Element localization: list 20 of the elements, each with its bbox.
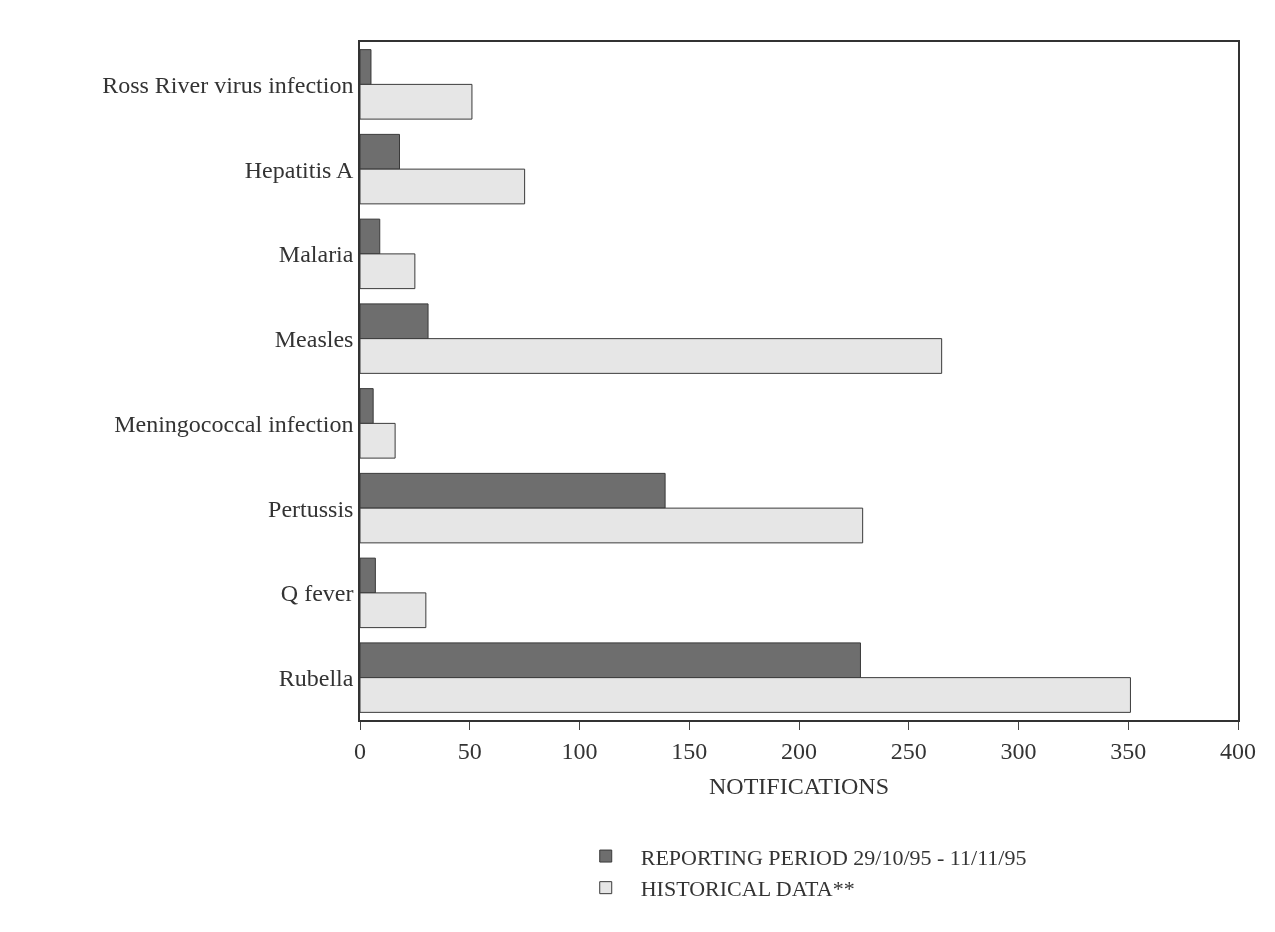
y-tick-label: Pertussis [268,495,354,522]
y-tick-label: Malaria [278,241,354,268]
x-axis-title: NOTIFICATIONS [709,773,889,800]
x-tick-label: 350 [1110,737,1147,764]
x-tick-label: 150 [671,737,708,764]
legend-label: HISTORICAL DATA** [640,876,855,902]
x-tick-label: 300 [1000,737,1037,764]
x-tick-label: 0 [354,737,366,764]
x-tick-label: 250 [890,737,927,764]
y-tick-label: Meningococcal infection [114,410,354,437]
x-tick-label: 50 [457,737,482,764]
y-tick-label: Hepatitis A [244,156,355,183]
y-tick-label: Measles [274,326,354,353]
legend-label: REPORTING PERIOD 29/10/95 - 11/11/95 [640,844,1027,870]
x-tick-label: 100 [561,737,598,764]
y-tick-label: Rubella [278,665,354,692]
x-tick-label: 400 [1220,737,1256,764]
x-tick-label: 200 [781,737,817,764]
y-tick-label: Ross River virus infection [102,71,354,98]
y-tick-label: Q fever [280,580,354,607]
